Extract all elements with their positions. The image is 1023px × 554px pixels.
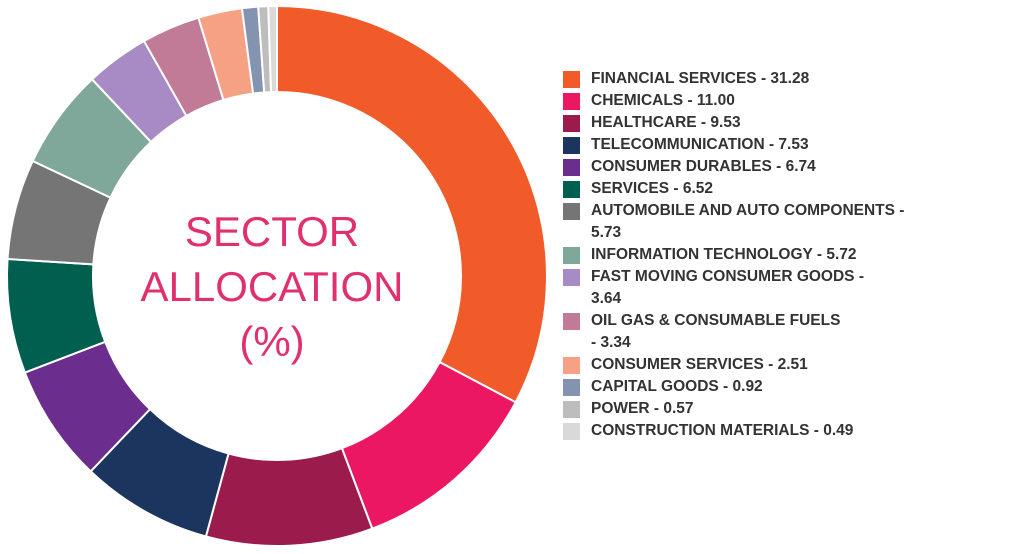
legend-label: OIL GAS & CONSUMABLE FUELS - 3.34 — [591, 312, 841, 351]
legend-item: INFORMATION TECHNOLOGY - 5.72 — [563, 244, 1023, 266]
legend-label: TELECOMMUNICATION - 7.53 — [591, 136, 809, 153]
legend-label: CAPITAL GOODS - 0.92 — [591, 378, 763, 395]
donut-chart — [6, 4, 548, 547]
legend-label: CONSUMER SERVICES - 2.51 — [591, 356, 808, 373]
donut-slice — [267, 4, 278, 94]
chart-title-line: (%) — [239, 318, 305, 365]
legend-item: OIL GAS & CONSUMABLE FUELS - 3.34 — [563, 310, 1023, 354]
legend-item: SERVICES - 6.52 — [563, 178, 1023, 200]
legend-item: CHEMICALS - 11.00 — [563, 90, 1023, 112]
chart-title-line: SECTOR — [184, 208, 360, 255]
legend-item: FINANCIAL SERVICES - 31.28 — [563, 68, 1023, 90]
legend-label: CHEMICALS - 11.00 — [591, 92, 735, 109]
chart-title-line: ALLOCATION — [140, 263, 404, 310]
legend-item: TELECOMMUNICATION - 7.53 — [563, 134, 1023, 156]
legend-item: HEALTHCARE - 9.53 — [563, 112, 1023, 134]
legend-item: AUTOMOBILE AND AUTO COMPONENTS -5.73 — [563, 200, 1023, 244]
legend-item: CONSUMER SERVICES - 2.51 — [563, 354, 1023, 376]
legend-swatch — [563, 401, 580, 418]
legend-swatch — [563, 159, 580, 176]
legend-swatch — [563, 137, 580, 154]
legend-label: HEALTHCARE - 9.53 — [591, 114, 741, 131]
legend-label: CONSUMER DURABLES - 6.74 — [591, 158, 816, 175]
legend-item: CAPITAL GOODS - 0.92 — [563, 376, 1023, 398]
legend-swatch — [563, 203, 580, 220]
legend-label: INFORMATION TECHNOLOGY - 5.72 — [591, 246, 857, 263]
legend-item: CONSTRUCTION MATERIALS - 0.49 — [563, 420, 1023, 442]
chart-title: SECTOR ALLOCATION (%) — [97, 205, 447, 370]
legend-label: FINANCIAL SERVICES - 31.28 — [591, 70, 810, 87]
legend-item: FAST MOVING CONSUMER GOODS -3.64 — [563, 266, 1023, 310]
legend-swatch — [563, 181, 580, 198]
legend: FINANCIAL SERVICES - 31.28 CHEMICALS - 11… — [563, 68, 1023, 442]
legend-item: POWER - 0.57 — [563, 398, 1023, 420]
legend-label: POWER - 0.57 — [591, 400, 694, 417]
donut-slice — [276, 4, 548, 404]
legend-swatch — [563, 379, 580, 396]
donut-slice — [204, 446, 374, 547]
legend-swatch — [563, 269, 580, 286]
legend-swatch — [563, 71, 580, 88]
legend-label: FAST MOVING CONSUMER GOODS -3.64 — [591, 268, 864, 307]
legend-swatch — [563, 247, 580, 264]
legend-swatch — [563, 357, 580, 374]
legend-swatch — [563, 313, 580, 330]
legend-swatch — [563, 423, 580, 440]
legend-item: CONSUMER DURABLES - 6.74 — [563, 156, 1023, 178]
legend-label: AUTOMOBILE AND AUTO COMPONENTS -5.73 — [591, 202, 905, 241]
legend-label: CONSTRUCTION MATERIALS - 0.49 — [591, 422, 854, 439]
legend-swatch — [563, 93, 580, 110]
legend-swatch — [563, 115, 580, 132]
legend-label: SERVICES - 6.52 — [591, 180, 714, 197]
